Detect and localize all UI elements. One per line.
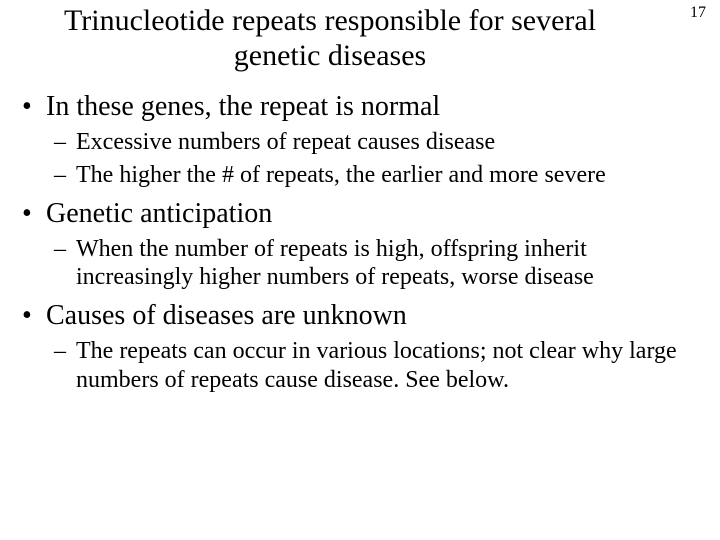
bullet-list-level2: When the number of repeats is high, offs…: [46, 235, 702, 293]
bullet-l2: The repeats can occur in various locatio…: [46, 337, 702, 395]
bullet-l2: The higher the # of repeats, the earlier…: [46, 161, 702, 190]
page-number: 17: [690, 4, 706, 22]
slide-body: In these genes, the repeat is normal Exc…: [0, 89, 720, 395]
bullet-l1-text: Genetic anticipation: [46, 198, 272, 229]
bullet-l1: In these genes, the repeat is normal Exc…: [18, 89, 702, 190]
bullet-list-level2: The repeats can occur in various locatio…: [46, 337, 702, 395]
bullet-l1-text: Causes of diseases are unknown: [46, 300, 407, 331]
bullet-l1-text: In these genes, the repeat is normal: [46, 91, 440, 122]
bullet-l2: When the number of repeats is high, offs…: [46, 235, 702, 293]
bullet-l2: Excessive numbers of repeat causes disea…: [46, 128, 702, 157]
slide-title: Trinucleotide repeats responsible for se…: [0, 0, 720, 83]
bullet-l1: Genetic anticipation When the number of …: [18, 196, 702, 293]
bullet-list-level1: In these genes, the repeat is normal Exc…: [18, 89, 702, 395]
bullet-list-level2: Excessive numbers of repeat causes disea…: [46, 128, 702, 190]
bullet-l1: Causes of diseases are unknown The repea…: [18, 298, 702, 395]
